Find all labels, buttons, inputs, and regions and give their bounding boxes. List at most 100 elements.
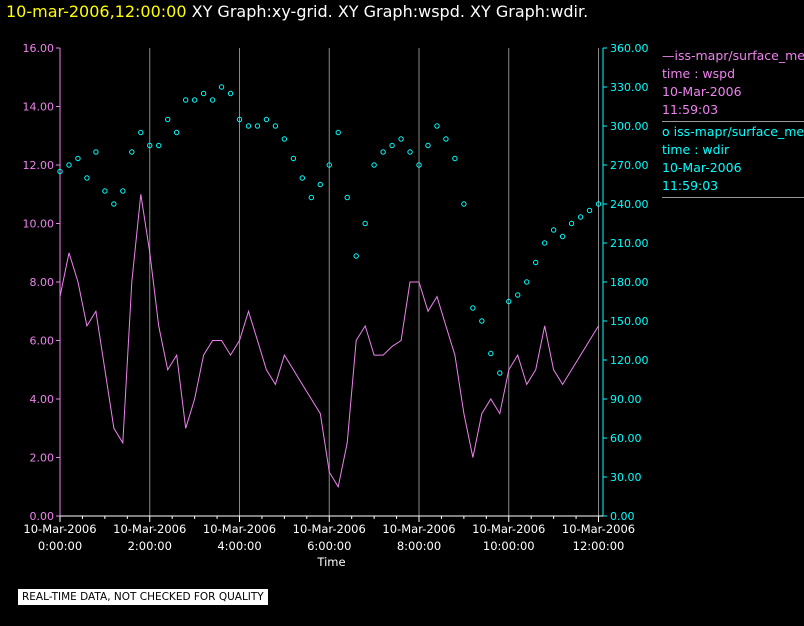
- data-point-wdir: [398, 136, 404, 142]
- y-tick-label-right: 330.00: [610, 81, 649, 94]
- y-tick-label-left: 10.00: [23, 218, 55, 231]
- y-tick-label-left: 0.00: [30, 510, 55, 523]
- legend-source: iss-mapr/surface_met: [674, 48, 804, 63]
- data-point-wdir: [156, 142, 162, 149]
- data-point-wdir: [479, 318, 485, 324]
- y-tick-label-right: 0.00: [610, 510, 635, 523]
- x-tick-label-date: 10-Mar-2006: [203, 522, 276, 536]
- x-tick-label-time: 12:00:00: [573, 539, 625, 553]
- x-tick-label-time: 10:00:00: [483, 539, 535, 553]
- data-point-wdir: [389, 142, 395, 149]
- data-point-wdir: [586, 207, 593, 214]
- data-point-wdir: [515, 292, 521, 298]
- data-point-wdir: [541, 240, 548, 246]
- data-point-wdir: [120, 188, 126, 194]
- y-tick-label-right: 360.00: [610, 42, 649, 55]
- legend-entry-wspd: —iss-mapr/surface_met time : wspd 10-Mar…: [662, 47, 804, 122]
- x-tick-label-date: 10-Mar-2006: [113, 522, 186, 536]
- data-point-wdir: [209, 97, 216, 103]
- legend-date: 10-Mar-2006: [662, 160, 742, 175]
- legend-variable: time : wdir: [662, 142, 730, 157]
- x-tick-label-time: 8:00:00: [397, 539, 441, 553]
- data-point-wdir: [290, 155, 297, 162]
- legend-source: iss-mapr/surface_met: [673, 124, 804, 139]
- data-point-wdir: [532, 259, 539, 266]
- data-point-wdir: [362, 220, 368, 227]
- data-point-wdir: [470, 305, 476, 311]
- data-point-wdir: [452, 155, 458, 162]
- series-line-wspd: [59, 194, 599, 489]
- data-point-wdir: [550, 227, 557, 233]
- data-point-wdir: [506, 298, 512, 305]
- chart-title-text: XY Graph:xy-grid. XY Graph:wspd. XY Grap…: [186, 2, 589, 21]
- y-tick-label-left: 4.00: [30, 393, 55, 406]
- data-point-wdir: [488, 350, 494, 357]
- y-tick-label-right: 270.00: [610, 159, 649, 172]
- y-tick-label-left: 12.00: [23, 159, 55, 172]
- data-point-wdir: [245, 123, 252, 129]
- data-point-wdir: [371, 162, 377, 168]
- data-point-wdir: [281, 136, 288, 142]
- chart-timestamp: 10-mar-2006,12:00:00: [6, 2, 187, 21]
- data-point-wdir: [344, 194, 350, 201]
- quality-disclaimer: REAL-TIME DATA, NOT CHECKED FOR QUALITY: [18, 589, 268, 605]
- y-tick-label-right: 210.00: [610, 237, 649, 250]
- data-point-wdir: [227, 90, 234, 97]
- x-tick-label-time: 6:00:00: [307, 539, 351, 553]
- y-tick-label-left: 6.00: [30, 335, 55, 348]
- data-point-wdir: [84, 175, 90, 181]
- data-point-wdir: [66, 162, 72, 168]
- data-point-wdir: [236, 116, 243, 123]
- legend-variable: time : wspd: [662, 66, 736, 81]
- data-point-wdir: [335, 129, 341, 136]
- data-point-wdir: [75, 155, 81, 162]
- legend-line-symbol: —: [662, 48, 675, 63]
- y-tick-label-right: 180.00: [610, 276, 649, 289]
- xy-graph: 0.00 2.00 4.00 6.00 8.00 10.00 12.00 14.00 16.00…: [23, 42, 649, 569]
- data-point-wdir: [308, 194, 315, 201]
- x-tick-label-date: 10-Mar-2006: [293, 522, 366, 536]
- data-point-wdir: [129, 149, 135, 155]
- data-point-wdir: [326, 162, 332, 168]
- data-point-wdir: [200, 90, 207, 97]
- data-point-wdir: [299, 175, 306, 181]
- legend: —iss-mapr/surface_met time : wspd 10-Mar…: [662, 47, 804, 199]
- data-point-wdir: [461, 201, 467, 207]
- data-point-wdir: [595, 201, 602, 207]
- y-tick-label-right: 30.00: [610, 471, 642, 484]
- data-point-wdir: [443, 136, 449, 142]
- x-tick-label-time: 0:00:00: [38, 539, 82, 553]
- x-tick-label-date: 10-Mar-2006: [472, 522, 545, 536]
- data-point-wdir: [524, 279, 530, 285]
- x-axis-label: Time: [316, 555, 345, 569]
- data-point-wdir: [182, 97, 189, 103]
- y-tick-label-right: 60.00: [610, 432, 642, 445]
- data-point-wdir: [147, 142, 153, 149]
- data-point-wdir: [434, 123, 440, 129]
- data-point-wdir: [191, 97, 198, 103]
- data-point-wdir: [218, 84, 225, 90]
- y-tick-label-left: 2.00: [30, 452, 55, 465]
- x-tick-label-date: 10-Mar-2006: [382, 522, 455, 536]
- y-tick-label-left: 14.00: [23, 101, 55, 114]
- data-point-wdir: [416, 162, 422, 168]
- data-point-wdir: [254, 123, 261, 129]
- data-point-wdir: [353, 253, 359, 259]
- y-tick-label-right: 240.00: [610, 198, 649, 211]
- chart-title: 10-mar-2006,12:00:00 XY Graph:xy-grid. X…: [6, 2, 588, 21]
- y-tick-label-right: 120.00: [610, 354, 649, 367]
- y-tick-label-right: 300.00: [610, 120, 649, 133]
- data-point-wdir: [57, 168, 63, 175]
- data-point-wdir: [380, 149, 386, 155]
- data-point-wdir: [93, 149, 99, 155]
- data-point-wdir: [102, 188, 108, 194]
- data-point-wdir: [425, 142, 431, 149]
- y-tick-label-left: 8.00: [30, 276, 55, 289]
- legend-date: 10-Mar-2006: [662, 84, 742, 99]
- y-tick-label-right: 150.00: [610, 315, 649, 328]
- x-tick-label-date: 10-Mar-2006: [23, 522, 96, 536]
- x-tick-label-date: 10-Mar-2006: [562, 522, 635, 536]
- data-point-wdir: [317, 181, 323, 188]
- data-point-wdir: [407, 149, 413, 155]
- y-tick-label-right: 90.00: [610, 393, 642, 406]
